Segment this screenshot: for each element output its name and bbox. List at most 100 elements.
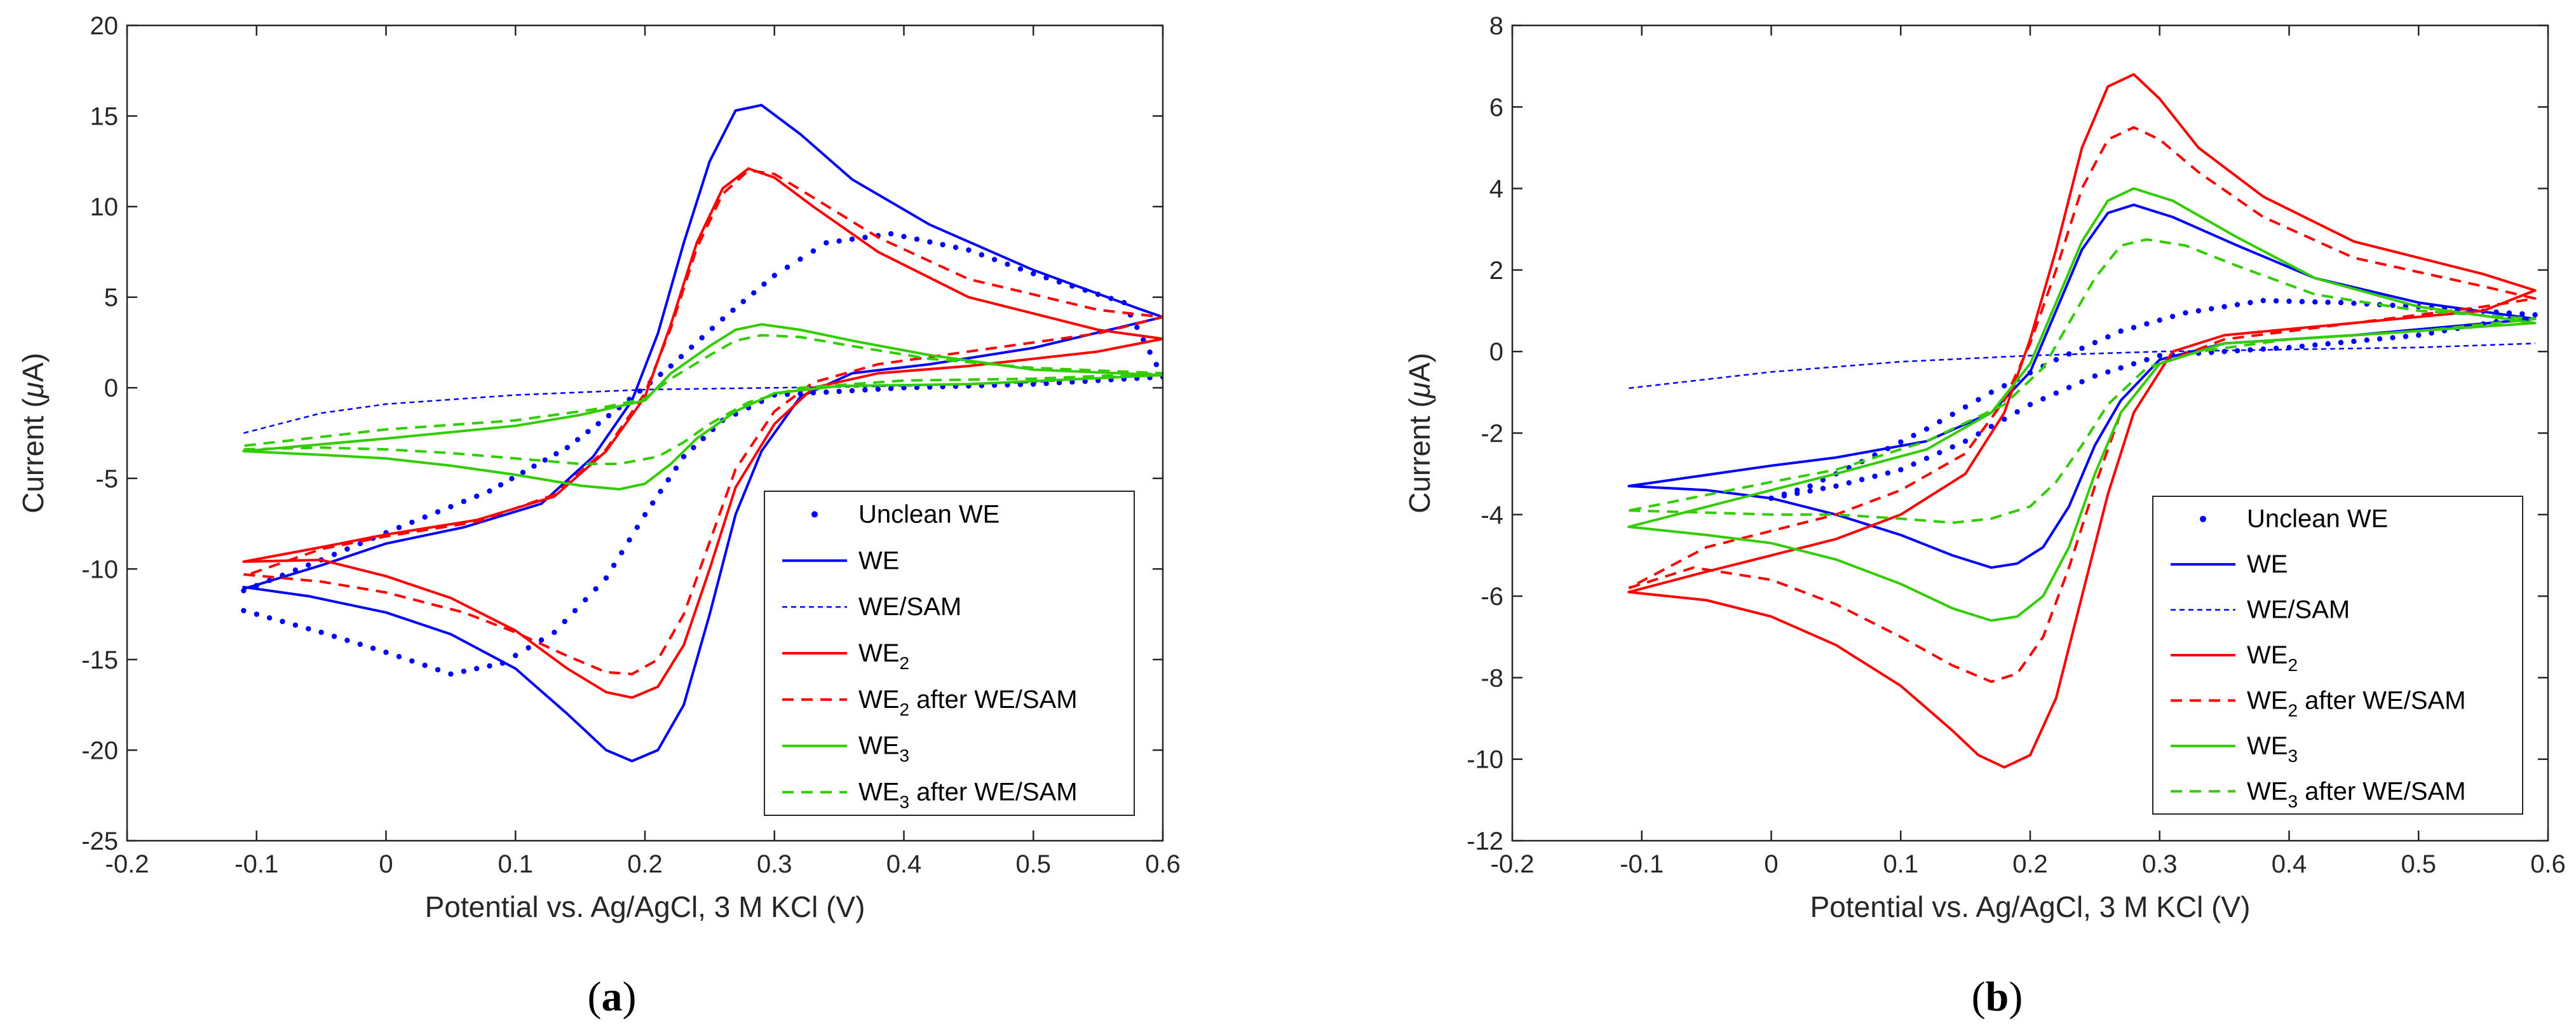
panel-caption: (a)	[588, 974, 637, 1020]
x-tick-label: -0.2	[105, 850, 149, 878]
series-dot	[740, 299, 747, 304]
series-dot	[2519, 311, 2525, 317]
series-we3-after-we-sam	[1629, 238, 2537, 524]
legend-item-we3-after-we-sam: WE3 after WE/SAM	[782, 778, 1078, 812]
series-dot	[487, 488, 492, 494]
series-dot	[836, 388, 842, 395]
y-tick-label: -15	[81, 646, 118, 674]
panel-caption: (b)	[1972, 974, 2023, 1020]
series-dot	[2376, 336, 2383, 342]
series-dot	[901, 234, 907, 240]
y-tick-label: -2	[1481, 420, 1503, 448]
legend-label: WE	[2247, 550, 2288, 578]
series-dot	[422, 662, 428, 669]
series-dot	[520, 470, 526, 475]
series-dot	[2079, 379, 2085, 384]
series-dot	[1988, 424, 1995, 430]
series-dot	[383, 649, 389, 655]
series-dot	[2273, 298, 2279, 304]
x-tick-label: 0.6	[2530, 850, 2566, 878]
series-dot	[574, 437, 581, 442]
series-dot	[2066, 351, 2072, 357]
series-dot	[979, 252, 985, 258]
series-dot	[914, 236, 920, 242]
series-dot	[331, 634, 337, 639]
series-dot	[2390, 302, 2396, 308]
series-dot	[2131, 361, 2137, 367]
series-dot	[509, 476, 515, 482]
y-tick-label: 15	[90, 103, 119, 131]
series-we2	[1627, 73, 2537, 769]
x-tick-label: -0.1	[1620, 850, 1664, 878]
series-dot	[318, 629, 324, 635]
series-dot	[927, 239, 933, 245]
series-dot	[1911, 461, 1916, 467]
series-we2-after-we-sam	[1628, 126, 2537, 683]
series-we	[1627, 203, 2537, 569]
y-tick-label: 0	[1489, 338, 1503, 366]
series-dot	[2351, 339, 2357, 344]
series-dot	[2002, 383, 2007, 389]
series-dot	[593, 586, 599, 592]
series-dot	[1937, 419, 1942, 424]
series-dot	[461, 498, 466, 505]
series-dot	[2299, 299, 2305, 304]
series-dot	[1962, 404, 1969, 410]
series-dot	[2312, 342, 2318, 348]
series-dot	[634, 524, 640, 530]
series-dot	[1976, 397, 1981, 403]
y-tick-label: -8	[1481, 664, 1503, 692]
series-dot	[2053, 356, 2059, 363]
series-dot	[292, 622, 299, 628]
series-dot	[562, 618, 567, 625]
series-dot	[681, 454, 687, 459]
series-dot	[2260, 297, 2266, 304]
series-dot	[2157, 317, 2162, 323]
series-dot	[2027, 402, 2033, 407]
series-dot	[2286, 298, 2292, 304]
series-dot	[1885, 470, 1891, 476]
series-dot	[810, 248, 817, 254]
series-dot	[1781, 491, 1787, 497]
series-dot	[673, 465, 679, 471]
x-axis-label: Potential vs. Ag/AgCl, 3 M KCl (V)	[1810, 890, 2251, 923]
x-tick-label: 0	[379, 850, 393, 878]
series-dot	[2532, 312, 2538, 318]
legend-item-we3: WE3	[782, 732, 909, 766]
series-dot	[2131, 325, 2137, 330]
legend-item-we2-after-we-sam: WE2 after WE/SAM	[782, 686, 1078, 719]
legend-item-we3: WE3	[2171, 732, 2298, 766]
series-dot	[531, 463, 537, 469]
series-dot	[2325, 341, 2331, 347]
x-tick-label: 0.1	[498, 850, 533, 878]
series-dot	[2351, 301, 2357, 306]
legend-item-unclean-we: Unclean WE	[811, 500, 1000, 528]
series-dot	[2195, 308, 2202, 314]
series-dot	[824, 389, 829, 395]
series-dot	[1859, 477, 1865, 482]
y-tick-label: 2	[1489, 257, 1503, 285]
series-dot	[344, 546, 350, 552]
series-dot	[306, 562, 311, 568]
series-dot	[435, 667, 441, 673]
x-tick-label: -0.1	[234, 850, 278, 878]
y-tick-label: -12	[1467, 827, 1503, 855]
series-dot	[2429, 330, 2434, 336]
series-dot	[2157, 353, 2162, 358]
legend-label: WE	[858, 547, 899, 574]
series-dot	[2403, 334, 2409, 339]
series-dot	[824, 240, 829, 246]
legend: Unclean WE WE WE/SAM WE2 WE2 after WE/SAM WE3…	[764, 491, 1135, 816]
series-dot	[849, 236, 855, 242]
series-dot	[1923, 456, 1930, 461]
series-dot	[1949, 444, 1955, 450]
x-axis-label: Potential vs. Ag/AgCl, 3 M KCl (V)	[425, 890, 865, 923]
series-dot	[720, 316, 726, 322]
series-dot	[1005, 261, 1010, 267]
legend-item-unclean-we: Unclean WE	[2200, 505, 2388, 533]
legend-label: Unclean WE	[858, 500, 1000, 528]
series-dot	[370, 646, 376, 651]
y-tick-label: -5	[95, 465, 118, 493]
series-dot	[730, 308, 736, 313]
